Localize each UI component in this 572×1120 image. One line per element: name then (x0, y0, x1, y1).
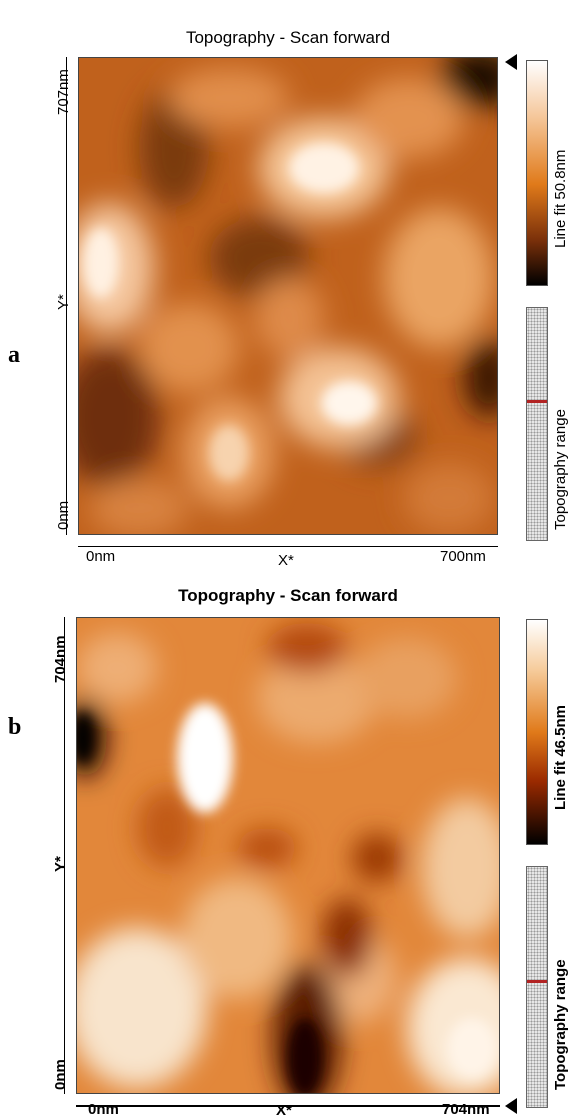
range-label: Topography range (552, 409, 569, 530)
y-tick-top: 704nm (52, 635, 69, 683)
range-marker[interactable] (527, 980, 547, 983)
panel-letter: a (8, 342, 20, 368)
y-axis-label: Y* (52, 856, 69, 872)
x-tick-left: 0nm (86, 548, 116, 565)
x-axis-label: X* (278, 552, 294, 569)
y-axis-label: Y* (55, 294, 72, 310)
y-tick-bottom: 0nm (52, 1059, 69, 1090)
topography-image-b (77, 618, 499, 1093)
panel-letter: b (8, 714, 22, 740)
topography-image (76, 617, 500, 1094)
y-tick-bottom: 0nm (55, 500, 72, 530)
topography-image-a (79, 58, 497, 534)
topography-range-bar[interactable] (526, 307, 548, 541)
triangle-marker-icon (505, 1098, 517, 1114)
colorbar-label: Line fit 46.5nm (552, 704, 569, 810)
y-axis-line (64, 617, 65, 1094)
x-axis-line (78, 546, 498, 547)
x-tick-right: 700nm (440, 548, 486, 565)
image-title: Topography - Scan forward (185, 28, 391, 47)
colorbar (526, 619, 548, 845)
y-axis-line (66, 57, 67, 535)
y-tick-top: 707nm (55, 69, 72, 115)
x-axis-line (76, 1105, 500, 1107)
x-tick-right: 704nm (442, 1101, 490, 1118)
topography-range-bar[interactable] (526, 866, 548, 1108)
range-label: Topography range (552, 959, 569, 1090)
x-tick-left: 0nm (88, 1101, 119, 1118)
triangle-marker-icon (505, 54, 517, 70)
colorbar (526, 60, 548, 286)
image-title: Topography - Scan forward (178, 586, 398, 605)
colorbar-label: Line fit 50.8nm (552, 149, 569, 248)
range-marker[interactable] (527, 400, 547, 403)
x-axis-label: X* (276, 1102, 292, 1119)
topography-image (78, 57, 498, 535)
